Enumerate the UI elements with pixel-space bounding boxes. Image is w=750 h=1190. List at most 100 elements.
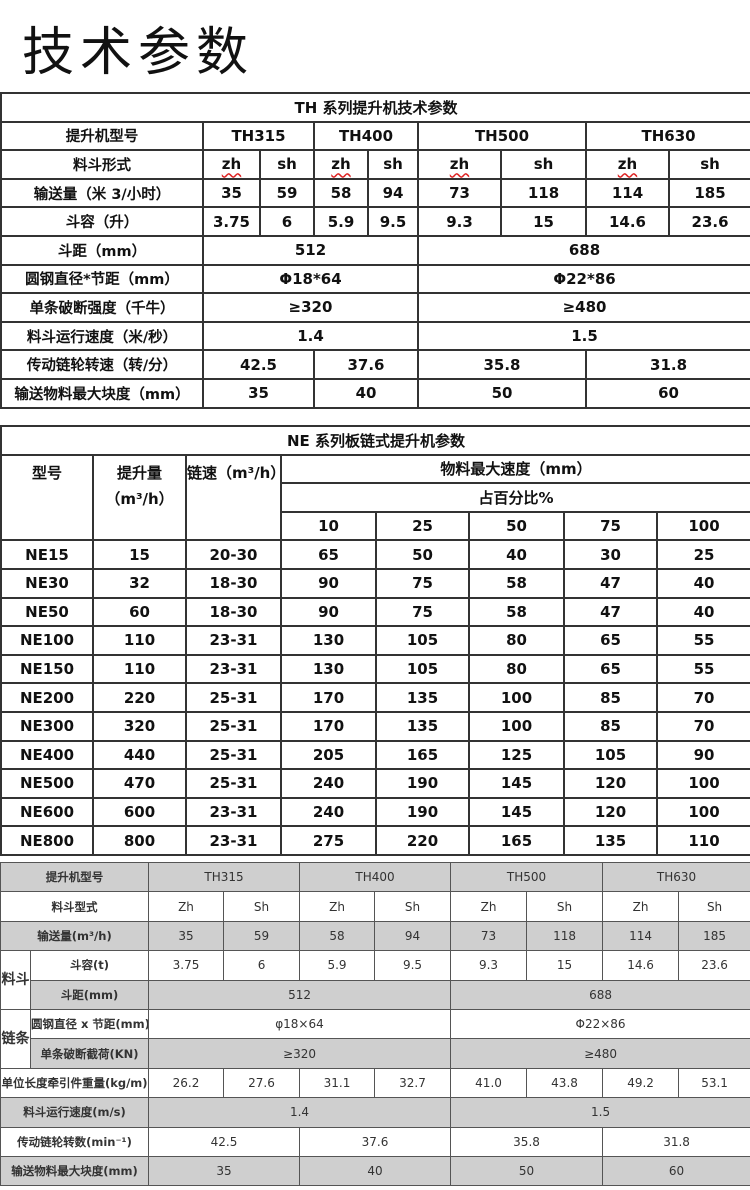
cell: 275: [280, 825, 377, 856]
cell: 688: [416, 234, 750, 266]
group-label: 链条: [0, 1008, 31, 1069]
table-row: 斗容（升） 3.75 6 5.9 9.5 9.3 15 14.6 23.6: [0, 206, 750, 237]
cell: 94: [374, 920, 452, 952]
cell: zh: [202, 149, 261, 180]
cell: 50: [468, 510, 565, 542]
cell: 59: [222, 920, 301, 952]
cell: NE100: [0, 625, 94, 656]
cell: 60: [584, 377, 750, 409]
cell: 37.6: [299, 1126, 452, 1157]
cell: ≥320: [202, 292, 419, 323]
table-row: 传动链轮转速（转/分） 42.5 37.6 35.8 31.8: [0, 349, 750, 380]
table-row: NE30 32 18-30 90 75 58 47 40: [0, 567, 750, 599]
cell: 58: [468, 596, 565, 628]
cell: 75: [375, 596, 470, 628]
cell: 35: [202, 177, 261, 209]
cell: 105: [563, 739, 658, 771]
cell: 55: [655, 653, 750, 685]
cell: φ18×64: [147, 1008, 452, 1040]
cell: NE200: [0, 682, 94, 713]
cell: Φ18*64: [202, 263, 419, 295]
table-row: 料斗形式 zh sh zh sh zh sh zh sh: [0, 149, 750, 180]
cell: Sh: [678, 891, 750, 922]
cell: TH315: [202, 120, 315, 152]
table-title: NE 系列板链式提升机参数: [0, 425, 750, 456]
cell: 125: [468, 739, 565, 771]
cell: 135: [563, 825, 658, 856]
cell: 5.9: [313, 206, 369, 237]
row-label: 提升机型号: [0, 120, 204, 152]
cell: 118: [500, 177, 587, 209]
cell: 1.5: [416, 320, 750, 352]
row-label: 料斗形式: [0, 149, 204, 180]
cell: TH315: [147, 861, 301, 893]
table-row: NE600 600 23-31 240 190 145 120 100: [0, 796, 750, 828]
table-row: 输送物料最大块度(mm) 35 40 50 60: [0, 1155, 750, 1187]
table-row: NE200 220 25-31 170 135 100 85 70: [0, 682, 750, 713]
row-label: 料斗型式: [0, 891, 149, 922]
cell: zh: [585, 149, 670, 180]
table-row: NE400 440 25-31 205 165 125 105 90: [0, 739, 750, 771]
table-row: 料斗运行速度（米/秒） 1.4 1.5: [0, 320, 750, 352]
cell: 27.6: [222, 1067, 301, 1099]
cell: 145: [468, 768, 565, 799]
cell: 9.3: [417, 206, 502, 237]
cell: 49.2: [602, 1067, 680, 1099]
cell: Zh: [450, 891, 528, 922]
cell: 14.6: [602, 950, 680, 981]
cell: 185: [667, 177, 750, 209]
row-label: 料斗运行速度（米/秒）: [0, 320, 204, 352]
cell: 100: [655, 796, 750, 828]
cell: Sh: [222, 891, 301, 922]
cell: 50: [450, 1155, 604, 1187]
table-row: 料斗 斗容(t) 3.75 6 5.9 9.5 9.3 15 14.6 23.6: [0, 950, 750, 1010]
cell: 190: [375, 796, 470, 828]
cell: 1.5: [450, 1097, 750, 1128]
cell: 1.4: [202, 320, 419, 352]
cell: NE150: [0, 653, 94, 685]
cell: TH630: [602, 861, 750, 893]
cell: ≥480: [416, 292, 750, 323]
cell: TH400: [313, 120, 419, 152]
row-label: 斗容(t): [30, 950, 149, 981]
cell: 23-31: [185, 796, 282, 828]
table-title: TH 系列提升机技术参数: [0, 92, 750, 123]
cell: 240: [280, 796, 377, 828]
cell: 55: [655, 625, 750, 656]
row-label: 斗容（升）: [0, 206, 204, 237]
cell: Zh: [602, 891, 680, 922]
header-chain-speed: 链速（m³/h）: [185, 453, 282, 542]
cell: 3.75: [148, 950, 224, 981]
cell: NE15: [0, 539, 94, 570]
th-series-table: TH 系列提升机技术参数 提升机型号 TH315 TH400 TH500 TH630 …: [0, 92, 750, 409]
cell: 3.75: [202, 206, 261, 237]
cell: 35: [147, 1155, 301, 1187]
table-row: 单位长度牵引件重量(kg/m) 26.2 27.6 31.1 32.7 41.0 43.8 4…: [0, 1067, 750, 1099]
cell: 80: [468, 625, 565, 656]
table-row: NE100 110 23-31 130 105 80 65 55: [0, 625, 750, 656]
cell: 53.1: [678, 1067, 750, 1099]
cell: 40: [655, 596, 750, 628]
cell: 800: [92, 825, 187, 856]
table-row: NE300 320 25-31 170 135 100 85 70: [0, 710, 750, 742]
cell: 220: [375, 825, 470, 856]
cell: 35.8: [450, 1126, 604, 1157]
cell: 130: [280, 653, 377, 685]
header-max-lump: 物料最大速度（mm）: [279, 453, 750, 485]
cell: ≥320: [147, 1038, 452, 1069]
cell: Φ22*86: [416, 263, 750, 295]
cell: 118: [526, 920, 604, 952]
cell: Zh: [148, 891, 224, 922]
cell: 90: [280, 567, 377, 599]
cell: 470: [92, 768, 187, 799]
cell: 170: [280, 682, 377, 713]
table-row: 输送量(m³/h) 35 59 58 94 73 118 114 185: [0, 920, 750, 952]
cell: 25: [655, 539, 750, 570]
cell: 105: [375, 625, 470, 656]
cell: 135: [375, 682, 470, 713]
row-label: 单条破断强度（千牛）: [0, 292, 204, 323]
row-label: 斗距（mm）: [0, 234, 204, 266]
cell: 90: [280, 596, 377, 628]
cell: 170: [280, 710, 377, 742]
cell: 94: [367, 177, 419, 209]
